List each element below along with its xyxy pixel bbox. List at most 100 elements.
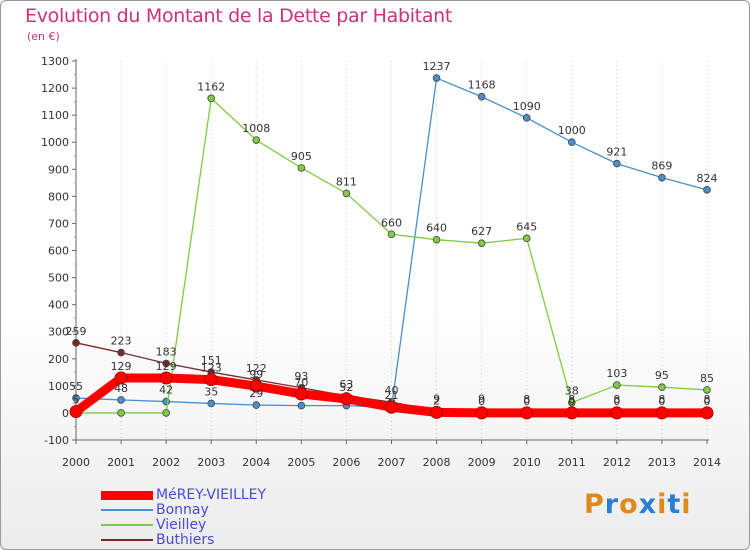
data-point <box>117 396 125 404</box>
data-point <box>610 406 624 420</box>
data-label: 85 <box>700 372 714 385</box>
data-label: 129 <box>111 360 132 373</box>
logo-letter: P <box>584 489 605 520</box>
data-label: 2 <box>433 394 440 407</box>
y-tick-label: 0 <box>62 407 69 420</box>
data-point <box>522 234 531 243</box>
x-tick-label: 2005 <box>287 456 315 469</box>
data-point <box>72 339 80 347</box>
data-label: 95 <box>655 369 669 382</box>
legend-swatch-buthiers <box>101 539 153 541</box>
data-label: 0 <box>568 395 575 408</box>
data-label: 21 <box>385 389 399 402</box>
x-tick-label: 2000 <box>62 456 90 469</box>
data-label: 8 <box>658 393 665 406</box>
data-label: 1168 <box>468 79 496 92</box>
chart-title: Evolution du Montant de la Dette par Hab… <box>25 5 453 27</box>
data-point <box>387 230 396 239</box>
data-point <box>700 406 714 420</box>
data-label: 645 <box>516 220 537 233</box>
data-label: 627 <box>471 225 492 238</box>
data-label: 129 <box>156 360 177 373</box>
data-label: 103 <box>606 367 627 380</box>
chart-unit: (en €) <box>27 30 60 43</box>
data-point <box>207 94 216 103</box>
data-label: 259 <box>66 325 87 338</box>
data-point <box>567 138 576 147</box>
series-layer <box>69 74 714 420</box>
data-point <box>162 409 170 417</box>
x-tick-label: 2010 <box>513 456 541 469</box>
data-label: 0 <box>478 395 485 408</box>
x-tick-label: 2012 <box>603 456 631 469</box>
data-point <box>567 398 576 407</box>
y-tick-label: 900 <box>48 163 69 176</box>
data-point <box>252 136 261 144</box>
logo-letter: i <box>681 489 692 520</box>
y-tick-label: 300 <box>48 326 69 339</box>
data-point <box>385 400 398 414</box>
data-label: 99 <box>249 368 263 381</box>
data-label: 122 <box>246 362 267 375</box>
axes: -100010020030040050060070080090010001100… <box>41 55 721 469</box>
data-label: 9 <box>433 392 440 405</box>
data-label: 811 <box>336 175 357 188</box>
y-tick-label: 1300 <box>41 55 69 68</box>
data-label: 824 <box>697 172 718 185</box>
data-point <box>703 386 711 394</box>
x-tick-label: 2004 <box>242 456 270 469</box>
data-point <box>69 405 83 419</box>
data-label: 869 <box>651 160 672 173</box>
data-point <box>655 406 669 420</box>
data-label: 8 <box>704 393 711 406</box>
x-tick-label: 2009 <box>468 456 496 469</box>
data-label: 1000 <box>558 124 586 137</box>
x-tick-label: 2011 <box>558 456 586 469</box>
data-label: 48 <box>114 382 128 395</box>
data-label: 38 <box>565 385 579 398</box>
logo-letter: i <box>657 489 668 520</box>
data-point <box>117 348 125 357</box>
data-point <box>430 405 444 419</box>
data-label: 223 <box>111 335 132 348</box>
data-label: 0 <box>613 395 620 408</box>
data-label: 8 <box>568 393 575 406</box>
data-point <box>477 92 486 101</box>
y-tick-label: 600 <box>48 245 69 258</box>
data-label: 5 <box>73 394 80 407</box>
x-tick-label: 2007 <box>378 456 406 469</box>
data-point <box>432 74 441 82</box>
y-tick-label: 1200 <box>41 82 69 95</box>
data-label: 35 <box>204 385 218 398</box>
data-point <box>204 373 218 387</box>
data-label: 63 <box>339 378 353 391</box>
x-tick-label: 2002 <box>152 456 180 469</box>
legend-swatch-vieilley <box>101 524 153 526</box>
data-point <box>432 235 441 244</box>
x-tick-label: 2001 <box>107 456 135 469</box>
proxiti-logo[interactable]: Proxiti <box>584 489 692 520</box>
logo-letter: x <box>638 489 658 520</box>
data-point <box>613 159 621 168</box>
data-label: 921 <box>606 146 627 159</box>
data-point <box>339 392 353 406</box>
logo-letter: o <box>619 489 639 520</box>
data-point <box>249 379 263 393</box>
data-point <box>477 239 486 247</box>
x-tick-label: 2008 <box>423 456 451 469</box>
data-label: 123 <box>201 362 222 375</box>
data-point <box>207 399 216 408</box>
y-tick-label: 800 <box>48 190 69 203</box>
y-tick-label: 200 <box>48 353 69 366</box>
legend-label-merey-vieilley: MéREY-VIEILLEY <box>156 487 267 503</box>
x-tick-label: 2014 <box>693 456 721 469</box>
data-point <box>252 401 261 409</box>
data-label: 1008 <box>242 122 270 135</box>
y-tick-label: -100 <box>44 434 69 447</box>
data-point <box>703 186 711 194</box>
data-point <box>613 381 621 389</box>
data-point <box>114 371 128 385</box>
data-label: 660 <box>381 216 402 229</box>
